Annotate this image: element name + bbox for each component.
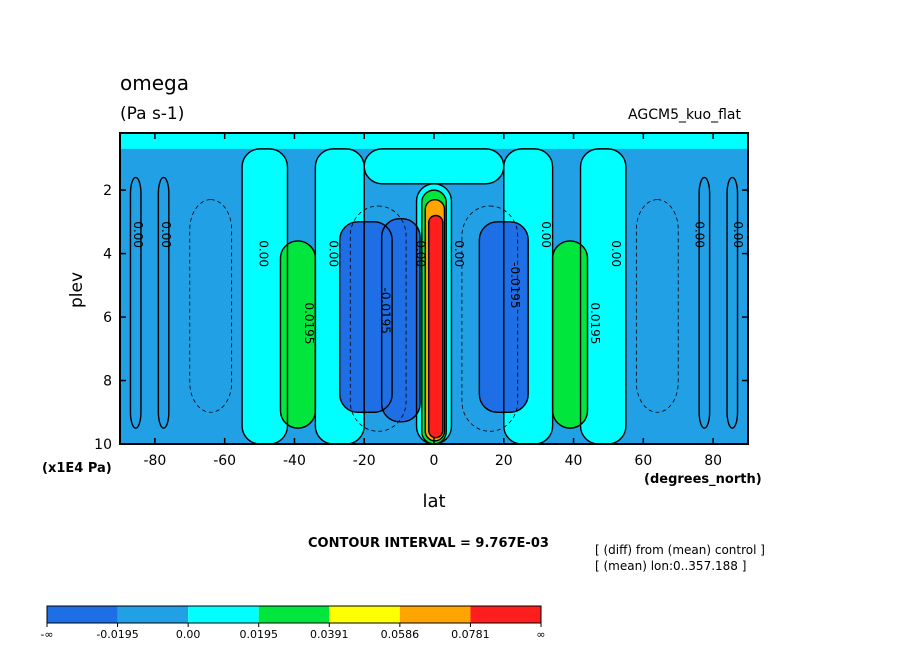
contour-line	[478, 221, 529, 413]
contour-region	[428, 215, 443, 438]
contour-region	[364, 148, 504, 184]
colorbar-label: 0.0781	[451, 628, 490, 641]
y-axis-label: plev	[67, 272, 87, 308]
note-diff: [ (diff) from (mean) control ]	[595, 543, 765, 557]
colorbar-swatch	[188, 606, 259, 623]
filled-contours	[120, 133, 748, 444]
contour-label: 0.00	[257, 240, 271, 267]
y-tick-label: 8	[103, 374, 112, 390]
colorbar: -∞ -0.0195 0.00 0.0195 0.0391 0.0586 0.0781 ∞	[40, 605, 546, 641]
contour-line	[424, 198, 446, 442]
contour-line	[428, 214, 444, 439]
contour-region	[381, 218, 421, 422]
contour-region	[552, 240, 588, 429]
colorbar-frame	[46, 605, 542, 624]
y-tick-label: 6	[103, 310, 112, 326]
contour-label: 0.00	[326, 240, 340, 267]
chart-title: omega	[120, 71, 189, 95]
x-tick-label: 60	[634, 453, 652, 469]
x-axis-label: lat	[422, 491, 445, 512]
colorbar-label: 0.0195	[239, 628, 278, 641]
contour-line	[339, 221, 393, 413]
x-tick-label: 20	[495, 453, 513, 469]
contour-label: 0.00	[731, 221, 745, 248]
colorbar-swatch	[399, 606, 471, 623]
contour-lines	[129, 148, 739, 445]
contour-line	[380, 217, 421, 423]
x-tick-label: -60	[213, 453, 236, 469]
contour-line	[726, 176, 739, 429]
colorbar-swatch	[329, 606, 400, 623]
contour-line	[157, 176, 170, 429]
contour-interval-text: CONTOUR INTERVAL = 9.767E-03	[308, 536, 549, 551]
contour-label: 0.0195	[302, 302, 316, 344]
contour-label: 0.00	[159, 221, 173, 248]
contour-region	[580, 148, 626, 444]
x-axis-units: (degrees_north)	[644, 472, 762, 487]
contour-region	[242, 148, 288, 444]
contour-label: 0.00	[609, 240, 623, 267]
x-tick-label: -20	[353, 453, 376, 469]
y-tick-label: 2	[103, 183, 112, 199]
y-tick-label: 4	[103, 247, 112, 263]
contour-region	[120, 133, 748, 149]
note-mean: [ (mean) lon:0..357.188 ]	[595, 559, 746, 573]
experiment-name: AGCM5_kuo_flat	[628, 107, 741, 123]
x-tick-label: -80	[143, 453, 166, 469]
y-axis: 2 4 6 8 10	[94, 183, 748, 453]
x-tick-label: 0	[430, 453, 439, 469]
colorbar-label: 0.00	[176, 628, 201, 641]
contour-label: 0.00	[131, 221, 145, 248]
contour-labels: 0.00 0.00 0.00 0.00 0.0195 -0.0195 0.00 0.00 -0.…	[131, 221, 745, 344]
contour-label: 0.00	[693, 221, 707, 248]
colorbar-label: 0.0586	[381, 628, 420, 641]
contour-label: 0.00	[539, 221, 553, 248]
colorbar-label: -∞	[40, 628, 53, 641]
colorbar-swatch	[470, 606, 541, 623]
contour-label: -0.0195	[508, 262, 522, 308]
colorbar-swatch	[117, 606, 189, 623]
x-axis: -80 -60 -40 -20 0 20 40 60 80	[143, 133, 722, 469]
contour-line-dashed	[461, 205, 519, 432]
contour-region	[280, 240, 316, 429]
contour-line	[698, 176, 711, 429]
contour-line	[279, 240, 317, 429]
x-tick-label: 80	[704, 453, 722, 469]
colorbar-swatch	[258, 606, 330, 623]
contour-region	[339, 221, 393, 413]
contour-line	[129, 176, 142, 429]
x-tick-label: 40	[565, 453, 583, 469]
y-axis-units: (x1E4 Pa)	[42, 461, 112, 476]
contour-label: 0.00	[452, 240, 466, 267]
y-tick-label: 10	[94, 437, 112, 453]
contour-line-dashed	[349, 205, 407, 432]
plot-area: 0.00 0.00 0.00 0.00 0.0195 -0.0195 0.00 0.00 -0.…	[119, 132, 749, 445]
chart-units: (Pa s-1)	[120, 104, 184, 124]
contour-line	[551, 240, 589, 429]
contour-line-dashed	[635, 199, 679, 413]
colorbar-label: 0.0391	[310, 628, 349, 641]
contour-label: -0.0195	[379, 288, 393, 334]
colorbar-label: ∞	[536, 628, 545, 641]
colorbar-swatch	[47, 606, 118, 623]
contour-label: 0.0195	[588, 302, 602, 344]
contour-line-dashed	[189, 199, 233, 413]
x-tick-label: -40	[283, 453, 306, 469]
colorbar-label: -0.0195	[96, 628, 138, 641]
contour-label: 0.00	[414, 240, 428, 267]
